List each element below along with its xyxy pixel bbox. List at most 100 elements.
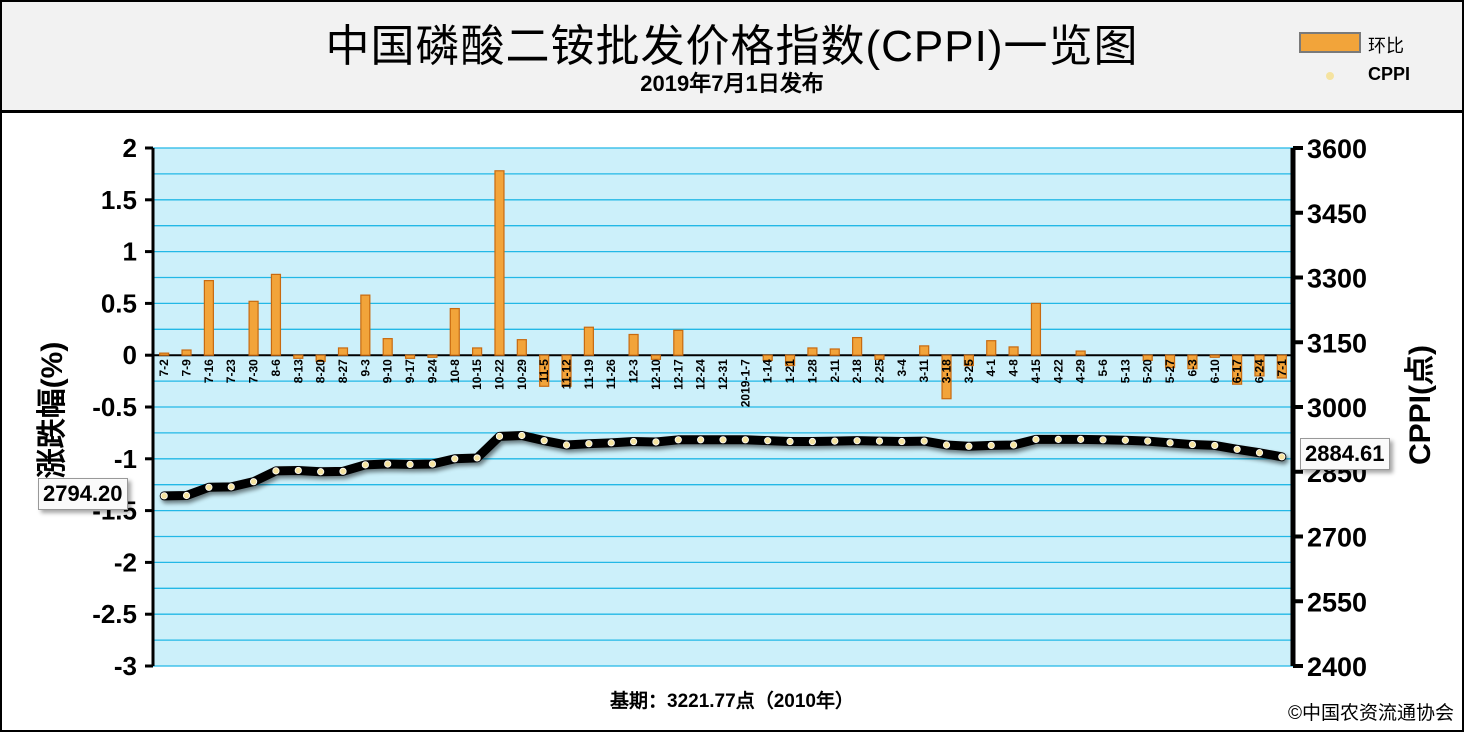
cppi-point-2-18 bbox=[853, 437, 861, 445]
cppi-point-6-24 bbox=[1255, 449, 1264, 457]
x-tick-label: 12-17 bbox=[671, 359, 685, 390]
x-tick-label: 9-24 bbox=[425, 359, 439, 383]
left-tick-label: 0.5 bbox=[101, 288, 137, 318]
x-tick-label: 1-28 bbox=[805, 359, 819, 383]
x-tick-label: 9-17 bbox=[403, 359, 417, 383]
bar-9-10 bbox=[382, 338, 393, 356]
x-tick-label: 12-31 bbox=[716, 359, 730, 390]
cppi-point-5-6 bbox=[1099, 436, 1107, 444]
y-axis-title: 涨跌幅(%) bbox=[36, 342, 69, 479]
left-tick-label: -0.5 bbox=[92, 392, 137, 422]
x-tick-label: 4-15 bbox=[1029, 359, 1043, 383]
x-tick-label: 5-13 bbox=[1118, 359, 1132, 383]
x-tick-label: 8-13 bbox=[291, 359, 305, 383]
cppi-point-9-10 bbox=[384, 460, 392, 468]
legend-bar-label: 环比 bbox=[1368, 36, 1404, 56]
bar-7-1 bbox=[1276, 354, 1287, 379]
cppi-point-12-24 bbox=[697, 436, 705, 444]
x-tick-label: 5-27 bbox=[1163, 359, 1177, 383]
bar-4-15 bbox=[1030, 302, 1042, 356]
cppi-point-6-3 bbox=[1188, 440, 1197, 449]
x-tick-label: 12-10 bbox=[649, 359, 663, 390]
left-tick-label: -2 bbox=[114, 547, 137, 577]
x-tick-label: 7-30 bbox=[247, 359, 261, 383]
bar-10-29 bbox=[516, 339, 527, 356]
cppi-point-7-16 bbox=[205, 483, 213, 491]
base-period-note: 基期：3221.77点（2010年） bbox=[610, 691, 854, 712]
cppi-point-9-17 bbox=[406, 460, 414, 469]
cppi-point-4-15 bbox=[1032, 435, 1040, 443]
bar-5-20 bbox=[1142, 354, 1153, 361]
x-tick-label: 5-6 bbox=[1096, 359, 1110, 377]
x-tick-label: 12-3 bbox=[627, 359, 641, 383]
cppi-point-11-12 bbox=[562, 441, 571, 449]
x-tick-label: 11-19 bbox=[582, 359, 596, 389]
right-tick-label: 3450 bbox=[1307, 199, 1367, 229]
right-tick-label: 2700 bbox=[1307, 523, 1367, 553]
x-tick-label: 4-22 bbox=[1051, 359, 1065, 383]
x-tick-label: 9-3 bbox=[358, 359, 372, 377]
left-tick-label: 1.5 bbox=[101, 185, 137, 215]
cppi-point-11-19 bbox=[585, 440, 593, 448]
x-tick-label: 2-11 bbox=[828, 359, 842, 383]
bar-4-8 bbox=[1008, 346, 1019, 356]
cppi-start-callout: 2794.20 bbox=[38, 478, 128, 510]
bar-8-13 bbox=[293, 354, 304, 359]
x-tick-label: 8-27 bbox=[336, 359, 350, 383]
bar-2-11 bbox=[829, 348, 840, 356]
cppi-point-9-24 bbox=[428, 460, 437, 468]
bar-4-29 bbox=[1075, 350, 1086, 356]
x-tick-label: 2019-1-7 bbox=[738, 359, 752, 407]
cppi-point-3-18 bbox=[942, 441, 951, 449]
cppi-point-1-14 bbox=[764, 437, 772, 445]
left-tick-label: 1 bbox=[123, 237, 137, 267]
y2-axis-title: CPPI(点) bbox=[1404, 345, 1437, 465]
cppi-point-5-27 bbox=[1166, 439, 1174, 447]
x-tick-label: 6-3 bbox=[1185, 359, 1199, 377]
cppi-point-2019-1-7 bbox=[741, 436, 749, 444]
bar-8-20 bbox=[315, 354, 326, 363]
x-tick-label: 1-14 bbox=[761, 359, 775, 383]
cppi-point-10-15 bbox=[473, 454, 481, 462]
copyright-note: ©中国农资流通协会 bbox=[1288, 703, 1454, 724]
cppi-point-7-9 bbox=[182, 491, 191, 500]
bar-3-11 bbox=[919, 345, 930, 356]
x-tick-label: 11-26 bbox=[604, 359, 618, 389]
cppi-point-1-28 bbox=[808, 437, 817, 446]
bar-8-27 bbox=[337, 347, 349, 356]
bar-10-15 bbox=[472, 347, 483, 356]
cppi-point-3-11 bbox=[920, 437, 928, 445]
cppi-point-3-4 bbox=[898, 437, 906, 446]
cppi-point-8-13 bbox=[294, 466, 302, 475]
chart-header bbox=[2, 2, 1462, 113]
x-tick-label: 11-5 bbox=[537, 359, 551, 383]
x-tick-label: 7-16 bbox=[202, 359, 216, 383]
left-tick-label: -2.5 bbox=[92, 599, 137, 629]
cppi-point-12-17 bbox=[674, 436, 682, 444]
right-tick-label: 3300 bbox=[1307, 264, 1367, 294]
bar-2-25 bbox=[874, 354, 885, 360]
cppi-point-6-17 bbox=[1233, 445, 1241, 453]
cppi-point-6-10 bbox=[1211, 441, 1219, 450]
cppi-point-4-22 bbox=[1054, 435, 1062, 443]
x-tick-label: 5-20 bbox=[1141, 359, 1155, 383]
x-tick-label: 8-6 bbox=[269, 359, 283, 377]
cppi-point-5-13 bbox=[1121, 436, 1129, 444]
bar-2-18 bbox=[852, 336, 863, 356]
cppi-point-7-1 bbox=[1278, 453, 1286, 461]
bar-4-1 bbox=[986, 340, 997, 356]
x-tick-label: 3-25 bbox=[962, 359, 976, 383]
x-tick-label: 9-10 bbox=[381, 359, 395, 383]
cppi-end-callout: 2884.61 bbox=[1300, 438, 1390, 470]
bar-6-17 bbox=[1232, 354, 1243, 385]
cppi-point-5-20 bbox=[1144, 437, 1152, 445]
right-tick-label: 2550 bbox=[1307, 587, 1367, 617]
cppi-point-10-8 bbox=[451, 455, 459, 463]
chart-subtitle: 2019年7月1日发布 bbox=[640, 71, 824, 96]
bar-1-21 bbox=[784, 354, 796, 367]
x-tick-label: 7-23 bbox=[224, 359, 238, 383]
x-tick-label: 12-24 bbox=[694, 359, 708, 390]
bar-7-30 bbox=[248, 300, 259, 356]
bar-6-3 bbox=[1187, 354, 1198, 370]
